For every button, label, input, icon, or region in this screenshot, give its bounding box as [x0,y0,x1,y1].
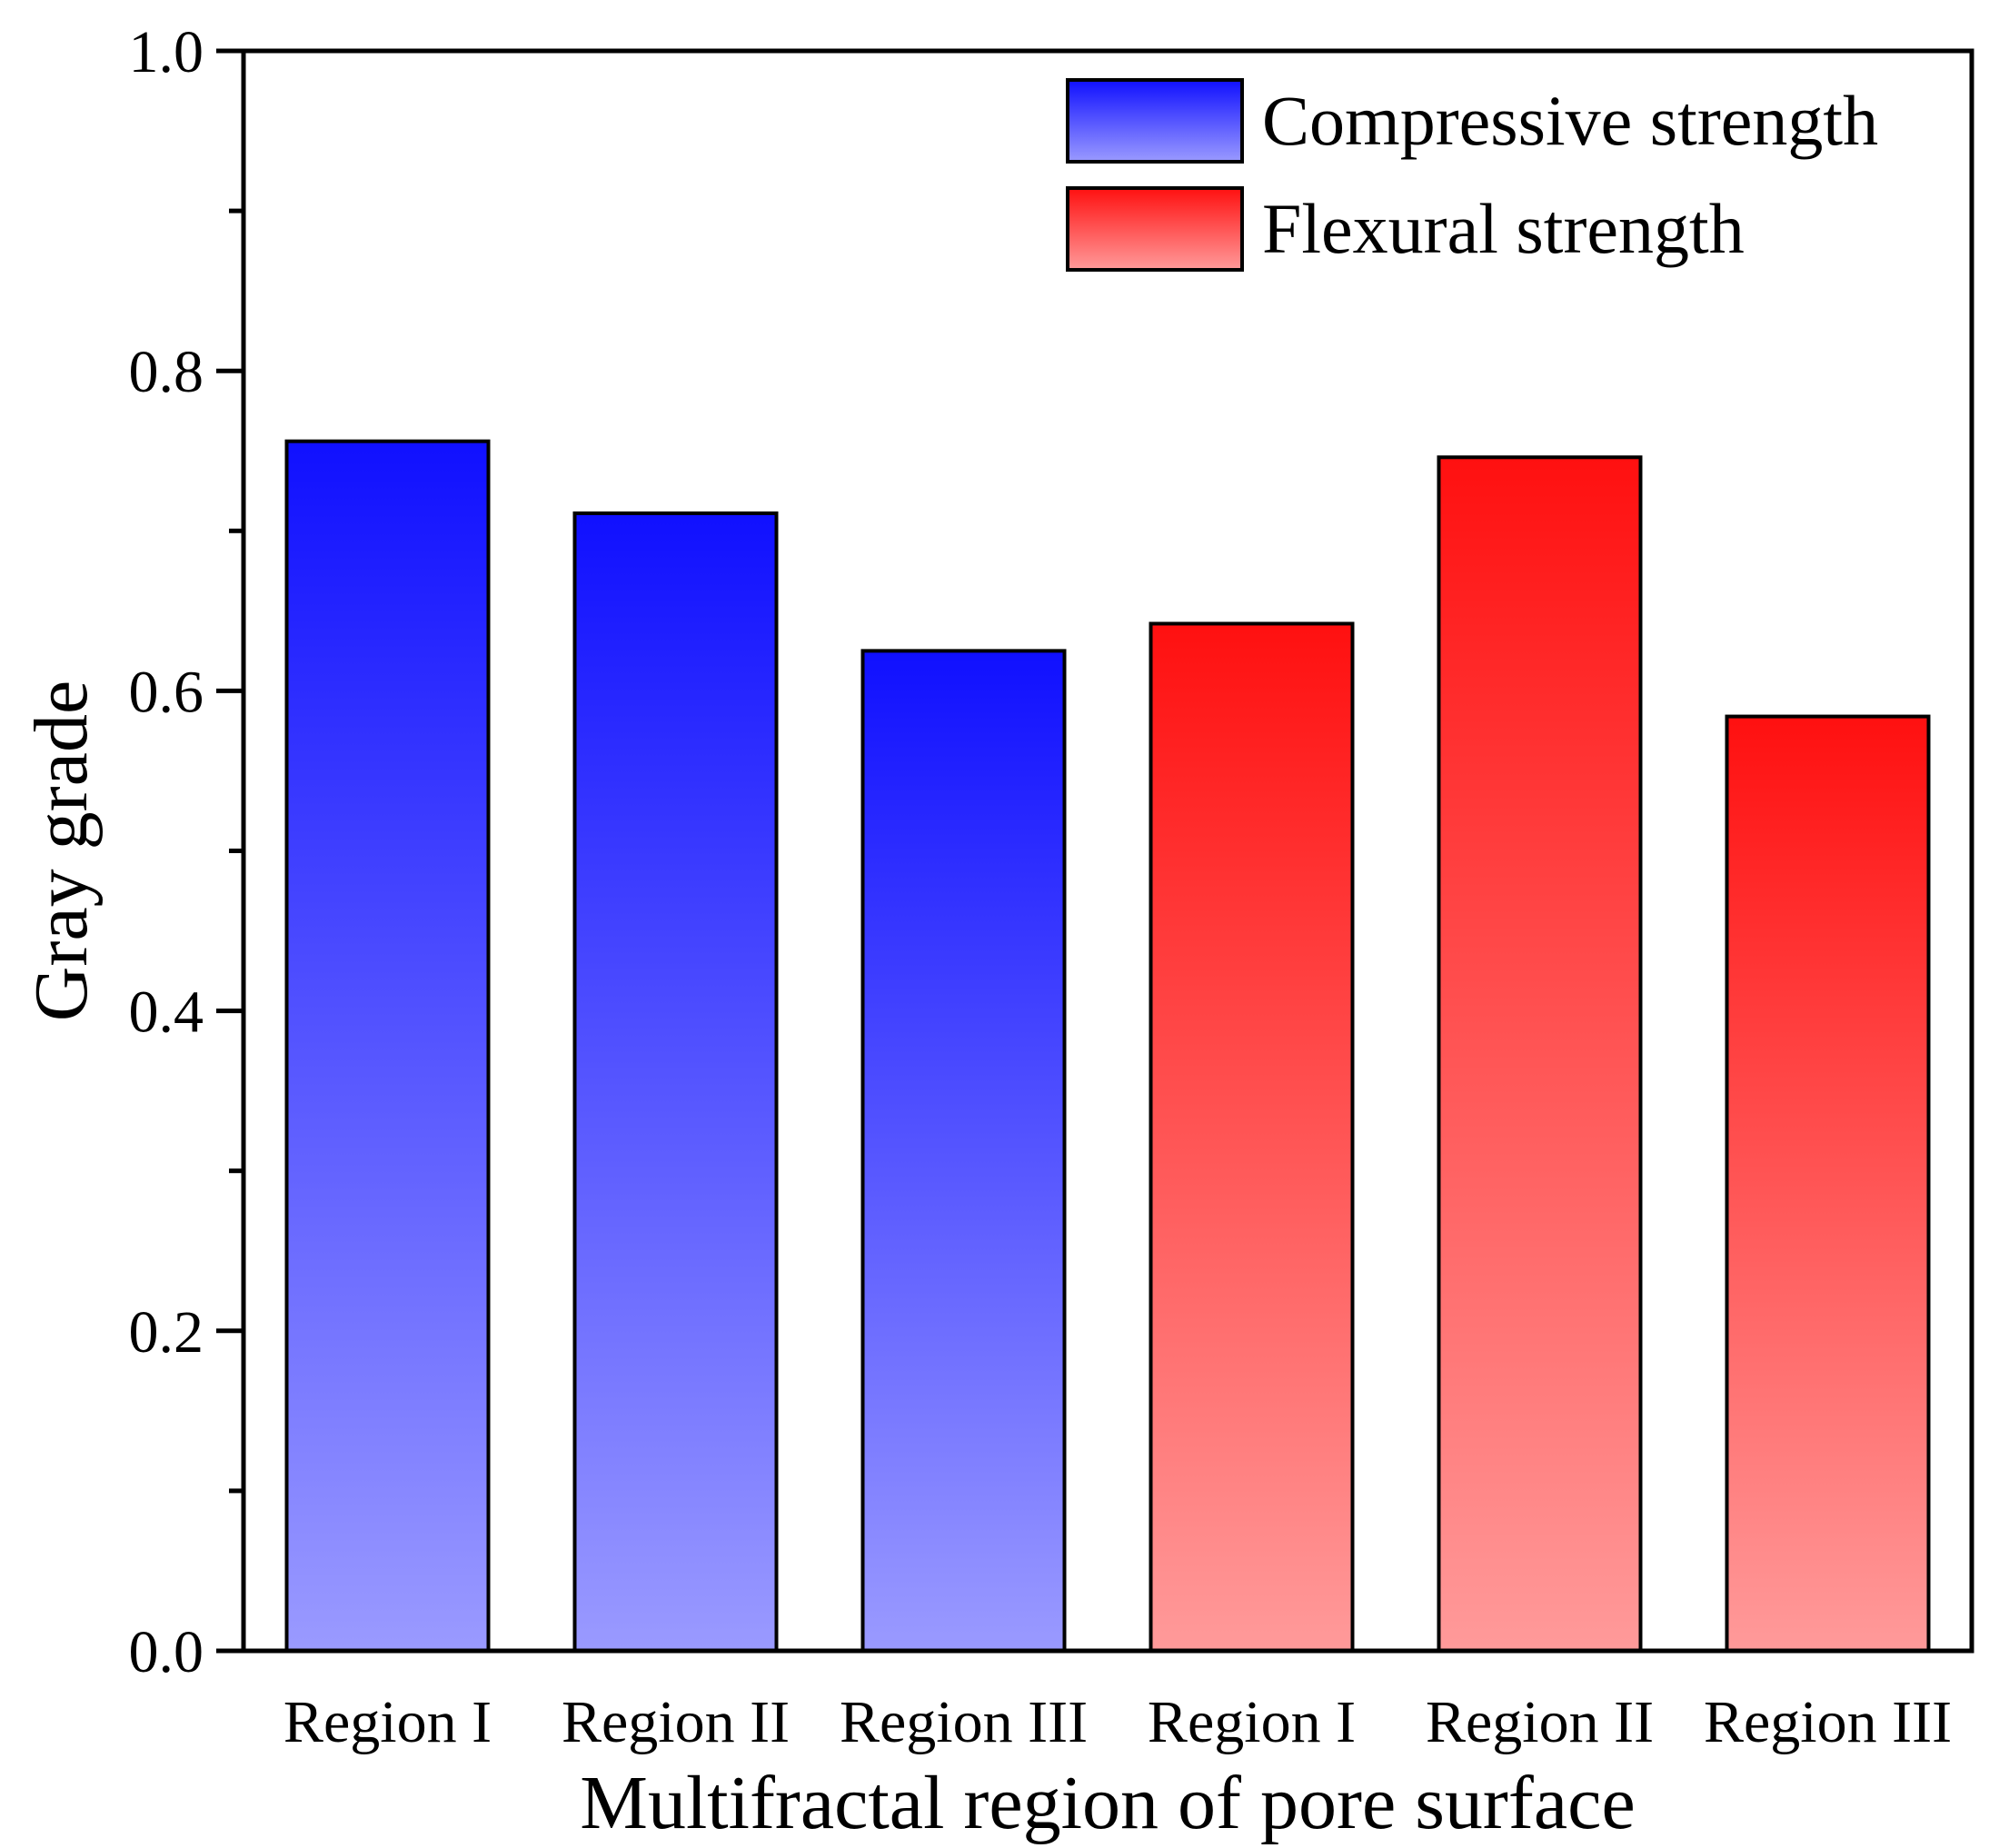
plot-frame [241,48,1974,1654]
bar-flexural-region-ii [1437,455,1643,1654]
bar-compressive-region-i [284,439,491,1654]
y-tick-label: 0.2 [129,1299,204,1366]
bar-compressive-region-ii [572,511,779,1654]
x-category-label: Region I [283,1689,492,1755]
y-axis-title: Gray grade [19,681,104,1021]
x-axis-title: Multifractal region of pore surface [580,1761,1635,1845]
legend-label-flexural: Flexural strength [1262,189,1745,268]
bar-compressive-region-iii [860,649,1067,1653]
y-axis: 0.0 0.2 0.4 0.6 0.8 1.0 [129,19,244,1685]
legend: Compressive strength Flexural strength [1066,78,1878,272]
legend-swatch-flexural [1066,186,1244,272]
legend-label-compressive: Compressive strength [1262,81,1878,160]
y-tick-label: 0.0 [129,1619,204,1685]
bars-layer [284,439,1931,1654]
x-category-label: Region I [1148,1689,1356,1755]
x-axis: Region I Region II Region III Region I Regio… [283,1689,1952,1755]
x-category-label: Region II [562,1689,790,1755]
y-tick-label: 0.6 [129,659,204,725]
legend-swatch-compressive [1066,78,1244,164]
x-category-label: Region II [1426,1689,1654,1755]
y-tick-label: 1.0 [129,19,204,85]
bar-flexural-region-iii [1725,714,1931,1653]
y-tick-label: 0.4 [129,979,204,1046]
y-tick-label: 0.8 [129,339,204,405]
bar-flexural-region-i [1149,621,1355,1653]
x-category-label: Region III [840,1689,1088,1755]
x-category-label: Region III [1704,1689,1952,1755]
